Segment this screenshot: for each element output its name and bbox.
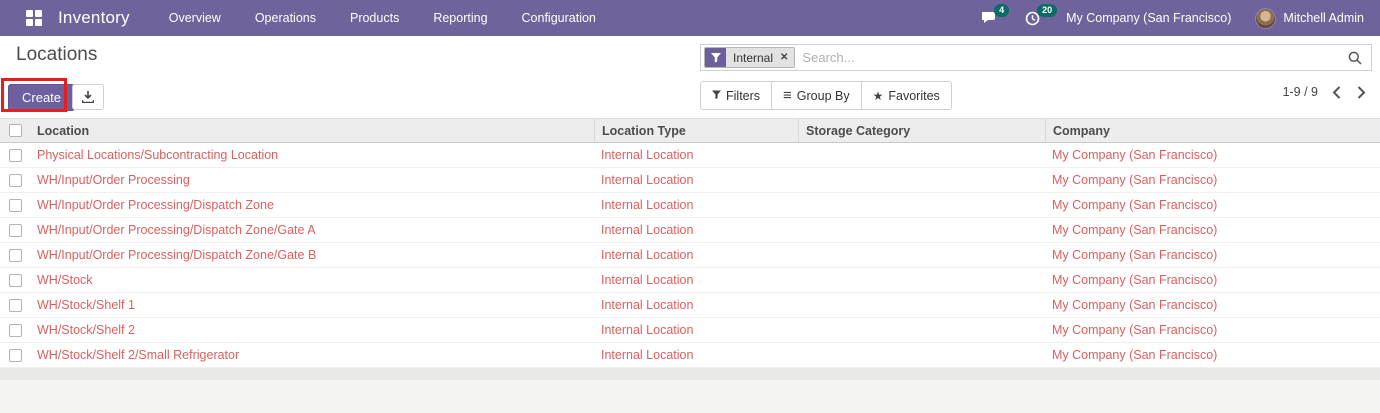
cell-company: My Company (San Francisco) [1052, 348, 1218, 362]
table-row[interactable]: WH/Stock/Shelf 1 Internal Location My Co… [0, 293, 1380, 318]
row-checkbox[interactable] [8, 298, 22, 312]
table-header-row: Location Location Type Storage Category … [0, 118, 1380, 143]
pager-range: 1-9 / 9 [1282, 85, 1318, 99]
pager: 1-9 / 9 [1283, 85, 1366, 99]
pager-next-icon[interactable] [1357, 85, 1366, 99]
favorites-button[interactable]: ★ Favorites [860, 81, 952, 110]
cell-location-type: Internal Location [601, 148, 694, 162]
menu-overview[interactable]: Overview [168, 11, 221, 25]
favorites-star-icon: ★ [872, 88, 884, 103]
activities-badge: 20 [1037, 3, 1058, 17]
company-switcher[interactable]: My Company (San Francisco) [1066, 11, 1232, 25]
header-location[interactable]: Location [37, 123, 90, 138]
apps-grid-icon[interactable] [26, 10, 42, 26]
header-storage-category[interactable]: Storage Category [798, 119, 1045, 142]
cell-company: My Company (San Francisco) [1052, 248, 1218, 262]
filters-icon [712, 89, 721, 103]
table-row[interactable]: WH/Input/Order Processing/Dispatch Zone … [0, 193, 1380, 218]
search-icon[interactable] [1348, 51, 1362, 65]
page-title: Locations [16, 44, 98, 65]
user-menu[interactable]: Mitchell Admin [1283, 11, 1364, 25]
activities-button[interactable]: 20 [1025, 3, 1058, 26]
search-options: Filters ≡ Group By ★ Favorites [700, 81, 952, 110]
page-background [0, 380, 1380, 413]
facet-label: Internal [726, 48, 779, 67]
table-row[interactable]: WH/Stock Internal Location My Company (S… [0, 268, 1380, 293]
main-menu: Overview Operations Products Reporting C… [156, 1, 609, 35]
export-button[interactable] [72, 84, 104, 110]
messages-badge: 4 [994, 4, 1010, 17]
row-checkbox[interactable] [8, 348, 22, 362]
menu-products[interactable]: Products [349, 11, 400, 25]
cell-location-type: Internal Location [601, 223, 694, 237]
user-avatar[interactable] [1255, 7, 1277, 29]
select-all-checkbox[interactable] [8, 124, 22, 137]
cell-location-type: Internal Location [601, 348, 694, 362]
cell-location-type: Internal Location [601, 323, 694, 337]
cell-location-type: Internal Location [601, 298, 694, 312]
download-icon [82, 91, 94, 103]
cell-location: WH/Stock [37, 273, 93, 287]
table-row[interactable]: WH/Input/Order Processing Internal Locat… [0, 168, 1380, 193]
row-checkbox[interactable] [8, 173, 22, 187]
navbar-right: 4 20 My Company (San Francisco) Mitchell… [982, 3, 1364, 29]
cell-location-type: Internal Location [601, 198, 694, 212]
row-checkbox[interactable] [8, 223, 22, 237]
top-navbar: Inventory Overview Operations Products R… [0, 0, 1380, 36]
table-row[interactable]: WH/Input/Order Processing/Dispatch Zone/… [0, 218, 1380, 243]
search-bar: Internal ✕ [700, 44, 1372, 71]
group-by-icon: ≡ [783, 87, 792, 104]
menu-reporting[interactable]: Reporting [433, 11, 488, 25]
cell-location-type: Internal Location [601, 173, 694, 187]
clock-icon [1025, 11, 1040, 26]
filters-button[interactable]: Filters [700, 81, 773, 110]
create-button[interactable]: Create [8, 84, 76, 111]
row-checkbox[interactable] [8, 198, 22, 212]
cell-location: WH/Input/Order Processing/Dispatch Zone/… [37, 248, 317, 262]
group-by-button[interactable]: ≡ Group By [771, 81, 862, 110]
app-name[interactable]: Inventory [58, 8, 130, 27]
row-checkbox[interactable] [8, 248, 22, 262]
row-checkbox[interactable] [8, 148, 22, 162]
menu-operations[interactable]: Operations [254, 11, 316, 25]
cell-location-type: Internal Location [601, 248, 694, 262]
row-checkbox[interactable] [8, 323, 22, 337]
cell-location: WH/Input/Order Processing/Dispatch Zone/… [37, 223, 316, 237]
row-checkbox[interactable] [8, 273, 22, 287]
cell-company: My Company (San Francisco) [1052, 198, 1218, 212]
menu-configuration[interactable]: Configuration [521, 11, 596, 25]
chat-icon [982, 11, 999, 25]
messages-button[interactable]: 4 [982, 4, 1010, 25]
cell-company: My Company (San Francisco) [1052, 173, 1218, 187]
list-footer [0, 368, 1380, 380]
locations-list: Location Location Type Storage Category … [0, 118, 1380, 380]
pager-previous-icon[interactable] [1332, 85, 1341, 99]
search-facet-internal: Internal ✕ [704, 47, 796, 68]
control-panel: Locations Internal ✕ Create Filters ≡ Gr [0, 36, 1380, 118]
cell-company: My Company (San Francisco) [1052, 148, 1218, 162]
cell-company: My Company (San Francisco) [1052, 298, 1218, 312]
cell-location: WH/Stock/Shelf 2 [37, 323, 135, 337]
header-location-type[interactable]: Location Type [594, 119, 798, 142]
table-row[interactable]: Physical Locations/Subcontracting Locati… [0, 143, 1380, 168]
cell-company: My Company (San Francisco) [1052, 223, 1218, 237]
cell-location: Physical Locations/Subcontracting Locati… [37, 148, 279, 162]
header-company[interactable]: Company [1045, 119, 1380, 142]
table-row[interactable]: WH/Stock/Shelf 2 Internal Location My Co… [0, 318, 1380, 343]
cell-location: WH/Input/Order Processing [37, 173, 190, 187]
cell-location-type: Internal Location [601, 273, 694, 287]
cell-company: My Company (San Francisco) [1052, 323, 1218, 337]
facet-remove-icon[interactable]: ✕ [778, 48, 795, 67]
cell-location: WH/Input/Order Processing/Dispatch Zone [37, 198, 274, 212]
search-input[interactable] [802, 50, 1339, 65]
cell-company: My Company (San Francisco) [1052, 273, 1218, 287]
cell-location: WH/Stock/Shelf 1 [37, 298, 135, 312]
filter-funnel-icon [705, 48, 726, 67]
table-row[interactable]: WH/Stock/Shelf 2/Small Refrigerator Inte… [0, 343, 1380, 368]
cell-location: WH/Stock/Shelf 2/Small Refrigerator [37, 348, 240, 362]
table-row[interactable]: WH/Input/Order Processing/Dispatch Zone/… [0, 243, 1380, 268]
